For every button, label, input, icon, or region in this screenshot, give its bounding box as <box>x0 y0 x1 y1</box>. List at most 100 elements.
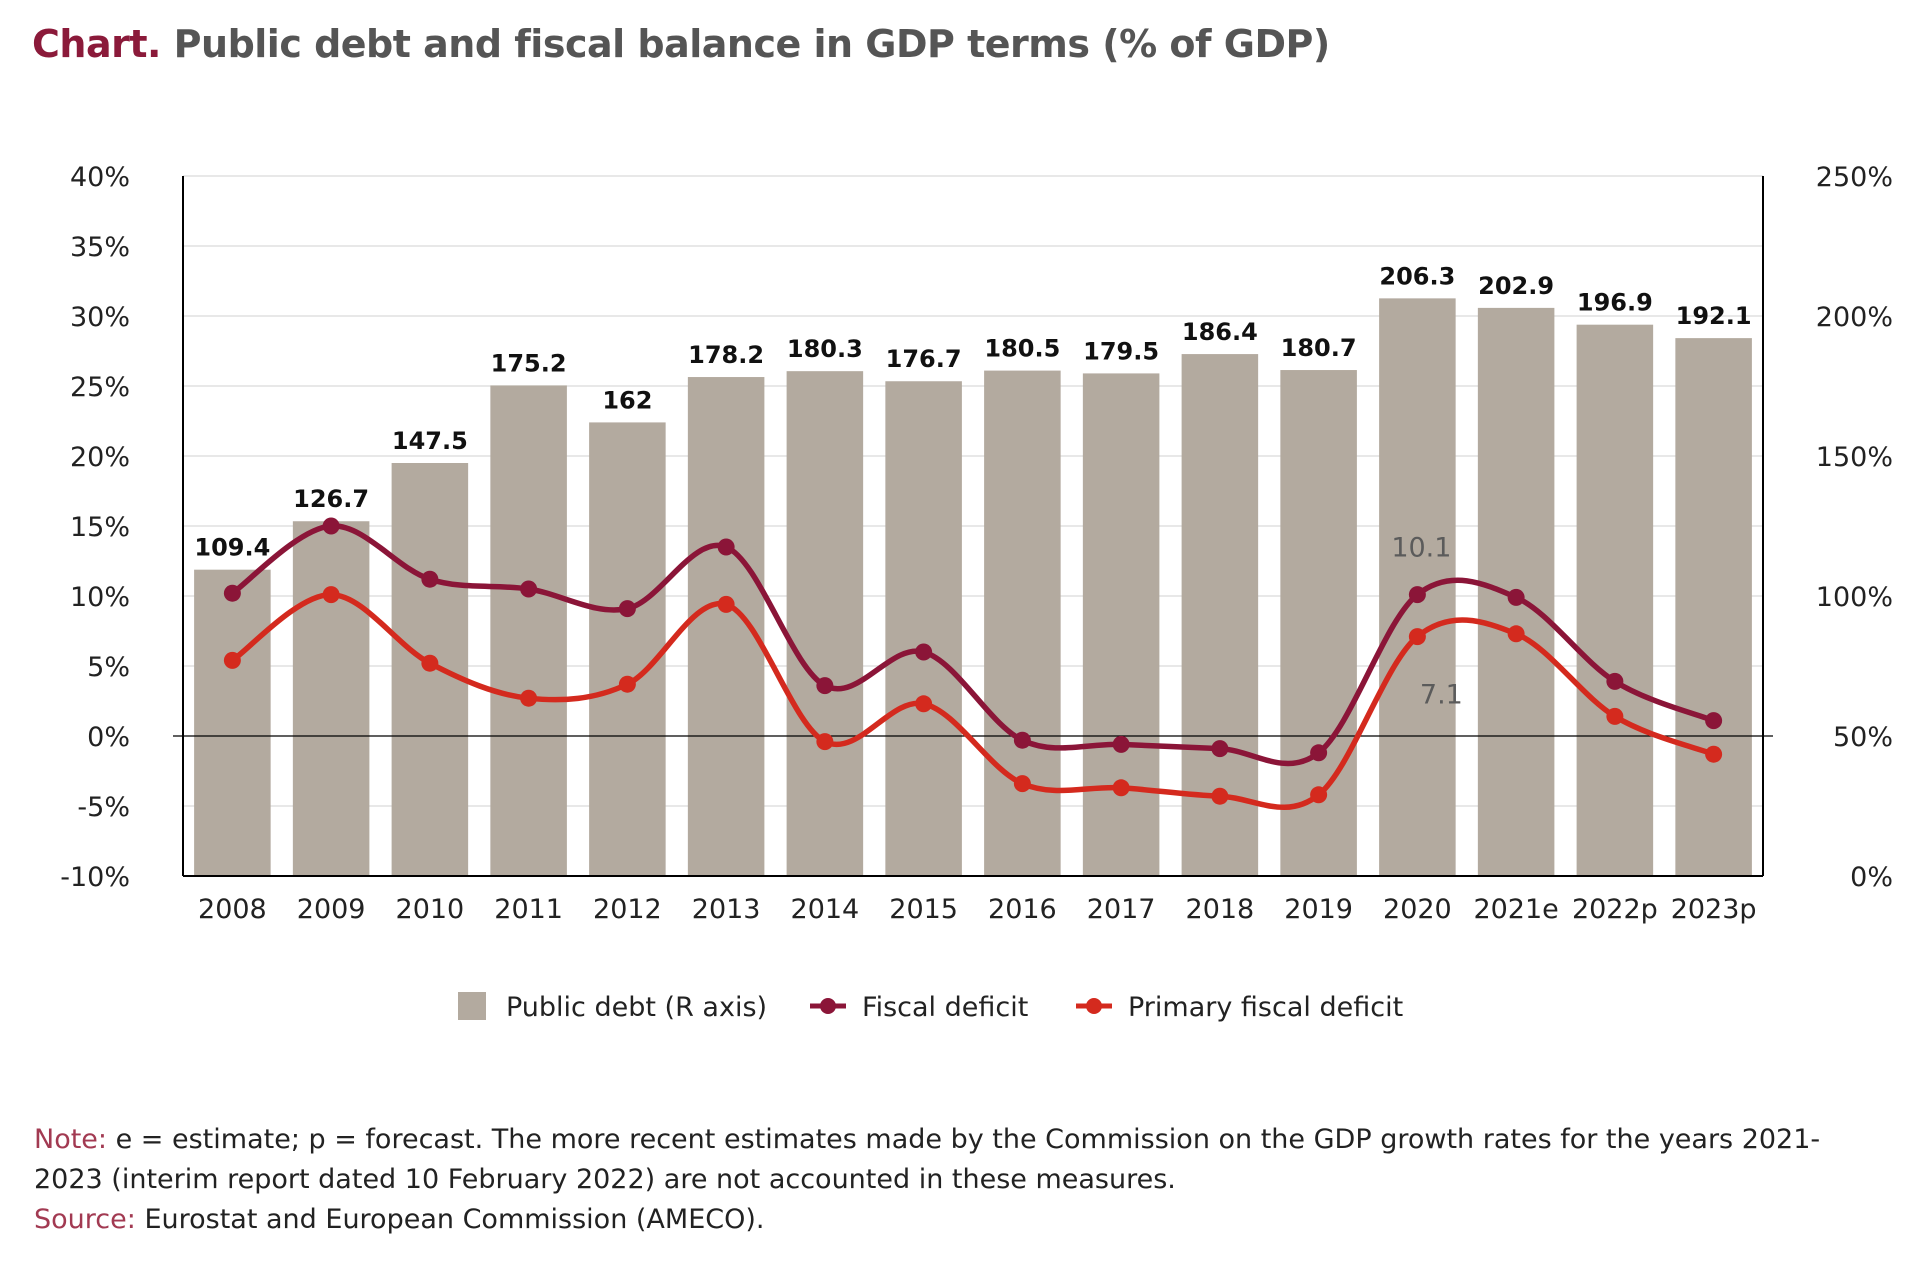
fiscal-deficit-point <box>1013 731 1031 749</box>
debt-value-label: 180.3 <box>787 335 863 363</box>
left-tick-label: -5% <box>77 792 130 823</box>
fiscal-deficit-point <box>421 570 439 588</box>
legend-marker-primary-fiscal-deficit <box>1086 998 1102 1014</box>
primary-fiscal-deficit-point <box>421 654 439 672</box>
debt-bar <box>194 569 271 876</box>
fiscal-deficit-point <box>1705 712 1723 730</box>
fiscal-deficit-point <box>1408 586 1426 604</box>
debt-bar <box>1675 338 1752 876</box>
primary-fiscal-deficit-point <box>1606 707 1624 725</box>
chart-notes: Note: e = estimate; p = forecast. The mo… <box>34 1120 1854 1240</box>
fiscal-deficit-point <box>717 538 735 556</box>
debt-value-label: 192.1 <box>1676 302 1752 330</box>
primary-fiscal-deficit-point <box>1705 745 1723 763</box>
debt-value-label: 206.3 <box>1379 262 1455 290</box>
left-tick-label: 40% <box>70 162 130 193</box>
fiscal-deficit-point <box>915 643 933 661</box>
primary-fiscal-deficit-point <box>322 586 340 604</box>
source-line: Source: Eurostat and European Commission… <box>34 1200 1854 1240</box>
debt-bar <box>292 521 370 876</box>
chart-title-lead: Chart. <box>32 22 161 66</box>
fiscal-deficit-point <box>1606 672 1624 690</box>
legend-swatch-public-debt <box>458 992 486 1020</box>
x-tick-label: 2020 <box>1383 894 1452 925</box>
primary-fiscal-deficit-point <box>1310 786 1328 804</box>
primary-fiscal-deficit-point <box>1507 625 1525 643</box>
primary-fiscal-deficit-point <box>1013 775 1031 793</box>
right-tick-label: 100% <box>1816 582 1893 613</box>
right-tick-label: 200% <box>1816 302 1893 333</box>
chart-title: Chart. Public debt and fiscal balance in… <box>32 22 1330 66</box>
debt-value-label: 178.2 <box>688 341 764 369</box>
note-text: e = estimate; p = forecast. The more rec… <box>34 1124 1821 1195</box>
left-tick-label: 5% <box>87 652 130 683</box>
fiscal-deficit-point <box>1507 588 1525 606</box>
fiscal-deficit-point <box>1112 735 1130 753</box>
right-tick-label: 250% <box>1816 162 1893 193</box>
fiscal-deficit-point <box>223 584 241 602</box>
note-line: Note: e = estimate; p = forecast. The mo… <box>34 1120 1854 1200</box>
left-tick-label: 30% <box>70 302 130 333</box>
x-tick-label: 2010 <box>396 894 465 925</box>
fiscal-deficit-line <box>229 523 1717 767</box>
primary-fiscal-deficit-point <box>1408 628 1426 646</box>
primary-fiscal-deficit-point <box>1211 787 1229 805</box>
legend-label-fiscal-deficit: Fiscal deficit <box>862 992 1028 1023</box>
x-tick-label: 2019 <box>1284 894 1353 925</box>
fiscal-deficit-point <box>520 580 538 598</box>
left-tick-label: 0% <box>87 722 130 753</box>
right-tick-label: 0% <box>1850 862 1893 893</box>
debt-value-label: 175.2 <box>491 349 567 377</box>
primary-fiscal-deficit-point <box>223 651 241 669</box>
left-tick-label: -10% <box>60 862 130 893</box>
debt-value-label: 176.7 <box>886 345 962 373</box>
primary-fiscal-deficit-line <box>229 591 1717 811</box>
fiscal-deficit-point <box>1211 740 1229 758</box>
debt-bar <box>1576 324 1654 876</box>
debt-value-label: 180.5 <box>984 335 1060 363</box>
x-tick-label: 2014 <box>791 894 860 925</box>
legend-marker-fiscal-deficit <box>820 998 836 1014</box>
x-tick-label: 2021e <box>1473 894 1558 925</box>
x-tick-label: 2018 <box>1186 894 1255 925</box>
debt-value-label: 147.5 <box>392 427 468 455</box>
fiscal-deficit-point <box>618 600 636 618</box>
left-tick-label: 10% <box>70 582 130 613</box>
chart-title-text: Public debt and fiscal balance in GDP te… <box>173 22 1331 66</box>
x-tick-label: 2016 <box>988 894 1057 925</box>
x-tick-label: 2017 <box>1087 894 1156 925</box>
primary-fiscal-deficit-point <box>1112 779 1130 797</box>
debt-value-label: 109.4 <box>194 534 270 562</box>
left-tick-label: 25% <box>70 372 130 403</box>
fiscal-deficit-point <box>816 677 834 695</box>
debt-value-label: 180.7 <box>1281 334 1357 362</box>
legend-label-public-debt: Public debt (R axis) <box>506 992 767 1023</box>
primary-fiscal-deficit-point <box>915 695 933 713</box>
debt-bar <box>1082 373 1160 876</box>
right-tick-label: 50% <box>1833 722 1893 753</box>
debt-value-label: 186.4 <box>1182 318 1258 346</box>
primary-fiscal-deficit-point <box>618 675 636 693</box>
primary-fiscal-deficit-annotation: 7.1 <box>1420 680 1463 711</box>
debt-bar <box>786 371 864 876</box>
debt-value-label: 179.5 <box>1083 337 1159 365</box>
chart-svg: -10% -5% 0% 5% 10% 15% 20% 25% 30% 35% 40% 0% 50% 100… <box>60 162 1893 1023</box>
left-tick-label: 20% <box>70 442 130 473</box>
primary-fiscal-deficit-point <box>717 595 735 613</box>
left-tick-label: 15% <box>70 512 130 543</box>
fiscal-deficit-point <box>322 517 340 535</box>
note-label: Note: <box>34 1124 108 1155</box>
source-text: Eurostat and European Commission (AMECO)… <box>144 1204 765 1235</box>
x-tick-label: 2022p <box>1572 894 1658 925</box>
debt-value-label: 126.7 <box>293 485 369 513</box>
primary-fiscal-deficit-point <box>520 689 538 707</box>
right-tick-label: 150% <box>1816 442 1893 473</box>
x-tick-label: 2015 <box>889 894 958 925</box>
x-tick-label: 2009 <box>297 894 366 925</box>
fiscal-deficit-annotation: 10.1 <box>1391 533 1451 564</box>
debt-value-label: 202.9 <box>1478 272 1554 300</box>
debt-bar <box>490 385 567 876</box>
debt-value-label: 162 <box>602 386 652 414</box>
debt-bar <box>589 422 666 876</box>
x-tick-label: 2012 <box>593 894 662 925</box>
